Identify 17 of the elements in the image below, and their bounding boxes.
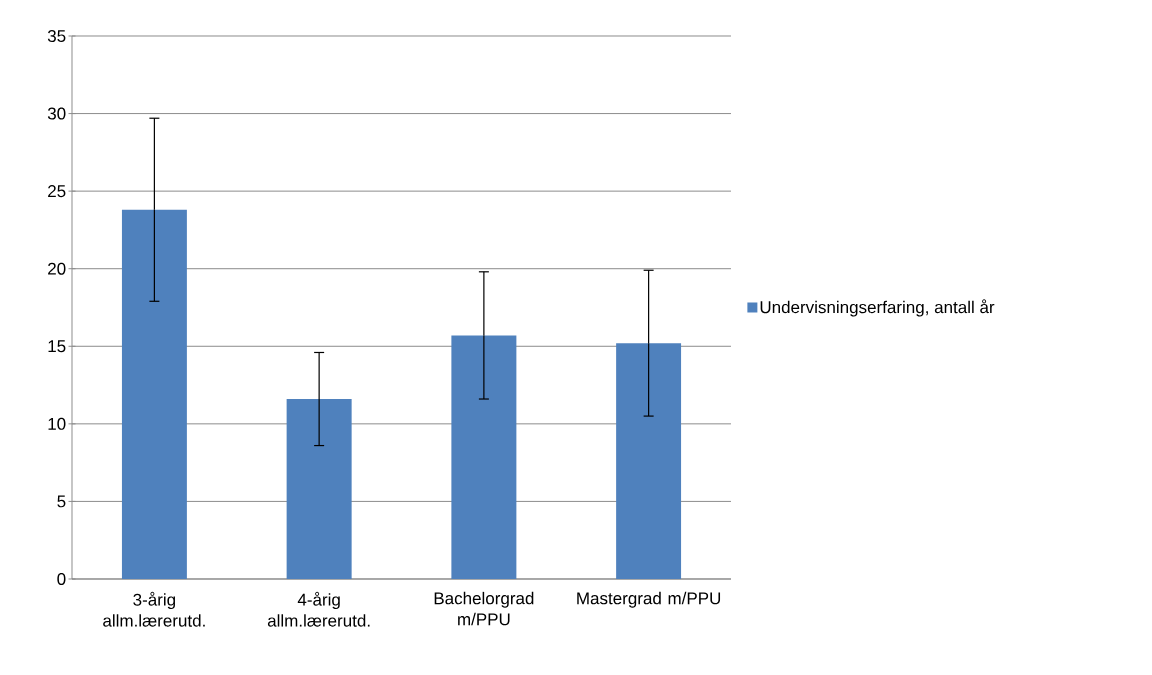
x-tick-label: Bachelorgrad m/PPU: [434, 591, 534, 626]
y-tick-label: 35: [47, 29, 66, 43]
y-tick-label: 20: [48, 262, 66, 275]
x-tick-label: 4-årig allm.lærerutd.: [267, 591, 370, 627]
x-tick-label: Mastergrad m/PPU: [577, 591, 721, 608]
bar: [451, 335, 517, 579]
x-tick-label: 3-årig allm.lærerutd.: [103, 591, 205, 627]
bar: [616, 343, 682, 579]
y-tick-label: 0: [57, 572, 66, 586]
y-tick-label: 10: [48, 417, 66, 430]
bar: [286, 399, 352, 579]
y-tick-label: 25: [48, 185, 66, 198]
y-tick-label: 30: [47, 107, 66, 120]
y-tick-label: 15: [48, 340, 66, 353]
y-tick-label: 5: [57, 495, 66, 508]
bar: [121, 209, 187, 579]
legend-label: Undervisningserfaring, antall år: [760, 299, 995, 317]
